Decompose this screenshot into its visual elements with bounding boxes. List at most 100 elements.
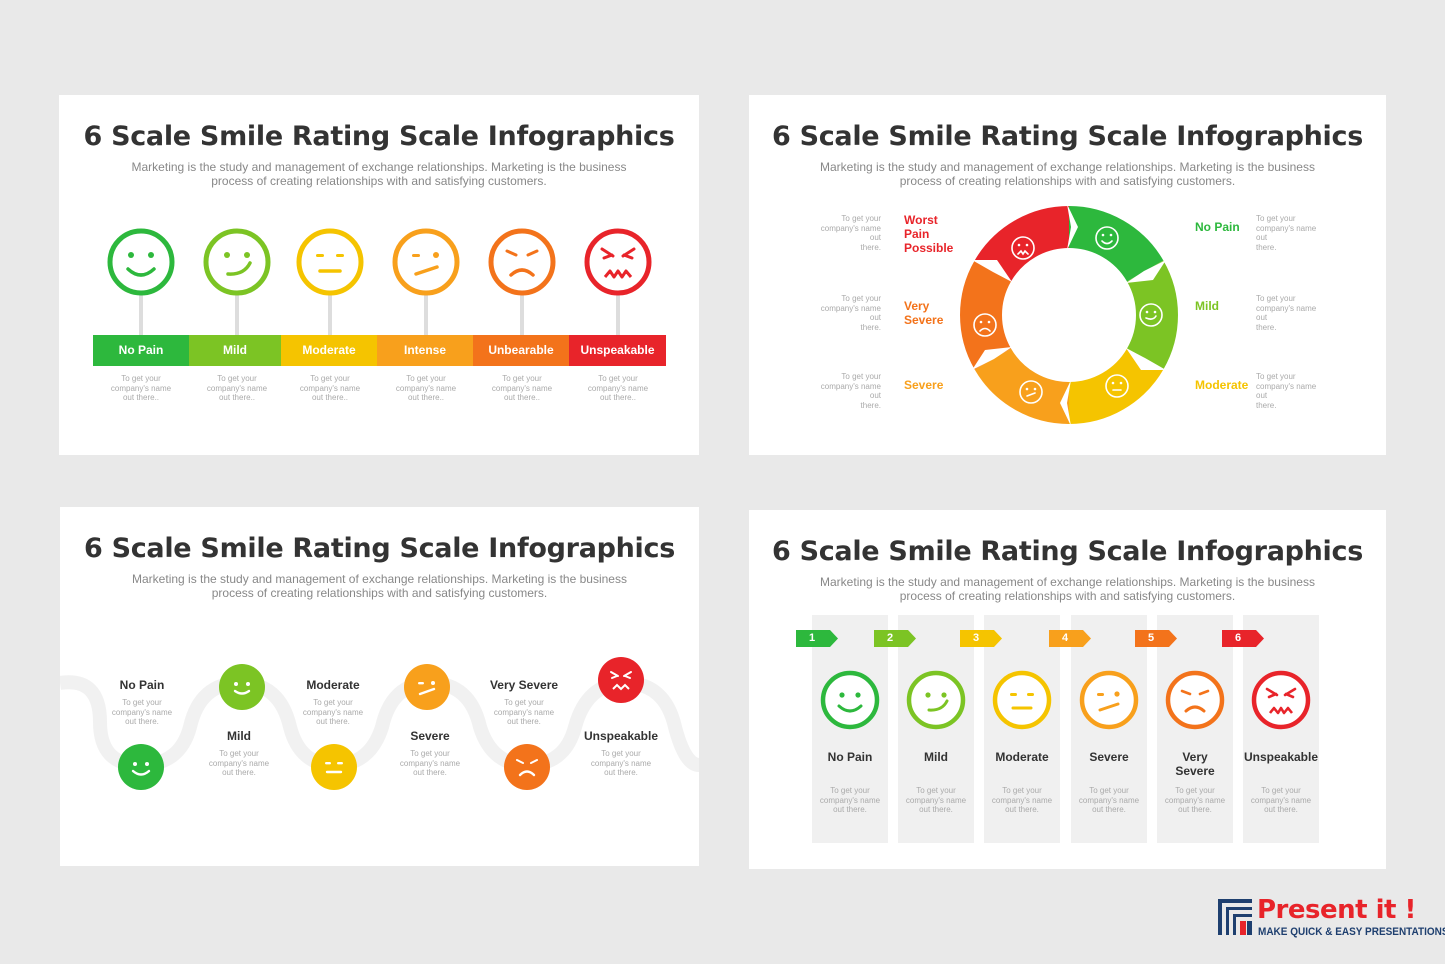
uneasy-face-icon xyxy=(392,228,460,296)
brand-logo: Present it ! MAKE QUICK & EASY PRESENTAT… xyxy=(1216,895,1445,942)
wave-label-very-severe: Very Severe xyxy=(489,678,559,692)
stem xyxy=(424,295,428,335)
column-label-very-severe: Very Severe xyxy=(1175,750,1215,778)
sad-face-icon xyxy=(1165,670,1225,730)
scale-segment-intense: Intense xyxy=(377,335,473,366)
wave-label-moderate: Moderate xyxy=(306,678,360,692)
step-flag xyxy=(1135,630,1177,647)
slide-subtitle: Marketing is the study and management of… xyxy=(820,160,1315,188)
level-note: To get your company's name out there.. xyxy=(299,374,361,402)
sad-face-icon xyxy=(488,228,556,296)
neutral-face-icon xyxy=(311,744,357,790)
ring-label-worst-pain: Worst Pain Possible xyxy=(904,213,954,255)
wave-note: To get your company's name out there. xyxy=(208,749,270,777)
column-note: To get your company's name out there. xyxy=(819,786,881,814)
smirk-face-icon xyxy=(203,228,271,296)
step-flag xyxy=(1049,630,1091,647)
wave-label-no-pain: No Pain xyxy=(119,678,165,692)
ring-label-very-severe: Very Severe xyxy=(904,299,944,327)
column-note: To get your company's name out there. xyxy=(1078,786,1140,814)
level-note: To get your company's name out there.. xyxy=(395,374,457,402)
column-note: To get your company's name out there. xyxy=(1164,786,1226,814)
angry-face-icon xyxy=(598,657,644,703)
stem xyxy=(328,295,332,335)
scale-segment-unspeakable: Unspeakable xyxy=(569,335,666,366)
column-label-no-pain: No Pain xyxy=(827,750,873,764)
wave-label-unspeakable: Unspeakable xyxy=(583,729,659,743)
step-flag xyxy=(1222,630,1264,647)
happy-face-icon xyxy=(107,228,175,296)
ring-note: To get your company's name out there. xyxy=(820,294,881,332)
step-flag xyxy=(960,630,1002,647)
column-note: To get your company's name out there. xyxy=(1250,786,1312,814)
smirk-face-icon xyxy=(906,670,966,730)
ring-note: To get your company's name out there. xyxy=(820,372,881,410)
step-flag xyxy=(874,630,916,647)
smile-face-icon xyxy=(219,664,265,710)
slide-ring-scale: 6 Scale Smile Rating Scale Infographics … xyxy=(749,95,1386,455)
slide-linear-scale: 6 Scale Smile Rating Scale Infographics … xyxy=(59,95,699,455)
angry-face-icon xyxy=(1251,670,1311,730)
presentation-icon xyxy=(1218,899,1252,935)
slide-title: 6 Scale Smile Rating Scale Infographics xyxy=(84,533,675,564)
neutral-face-icon xyxy=(992,670,1052,730)
sad-face-icon xyxy=(504,744,550,790)
ring-label-moderate: Moderate xyxy=(1195,378,1249,392)
step-number: 5 xyxy=(1147,632,1155,644)
ring-label-severe: Severe xyxy=(904,378,944,392)
level-note: To get your company's name out there.. xyxy=(110,374,172,402)
segmented-ring xyxy=(960,204,1178,426)
wave-note: To get your company's name out there. xyxy=(399,749,461,777)
scale-segment-no-pain: No Pain xyxy=(93,335,189,366)
happy-face-icon xyxy=(820,670,880,730)
slide-title: 6 Scale Smile Rating Scale Infographics xyxy=(83,121,675,152)
brand-name: Present it ! xyxy=(1257,895,1416,925)
wave-label-severe: Severe xyxy=(410,729,450,743)
slide-title: 6 Scale Smile Rating Scale Infographics xyxy=(772,536,1363,567)
ring-note: To get your company's name out there. xyxy=(820,214,881,252)
uneasy-face-icon xyxy=(404,664,450,710)
step-number: 3 xyxy=(972,632,980,644)
level-note: To get your company's name out there.. xyxy=(206,374,268,402)
scale-segment-moderate: Moderate xyxy=(281,335,377,366)
wave-note: To get your company's name out there. xyxy=(493,698,555,726)
step-number: 1 xyxy=(808,632,816,644)
column-label-moderate: Moderate xyxy=(995,750,1049,764)
scale-segment-unbearable: Unbearable xyxy=(473,335,569,366)
wave-note: To get your company's name out there. xyxy=(111,698,173,726)
scale-segment-mild: Mild xyxy=(189,335,281,366)
ring-label-mild: Mild xyxy=(1195,299,1219,313)
slide-subtitle: Marketing is the study and management of… xyxy=(820,575,1315,603)
ring-label-no-pain: No Pain xyxy=(1195,220,1240,234)
slide-column-scale: 6 Scale Smile Rating Scale Infographics … xyxy=(749,510,1386,869)
slide-subtitle: Marketing is the study and management of… xyxy=(131,160,627,188)
slide-title: 6 Scale Smile Rating Scale Infographics xyxy=(772,121,1363,152)
wave-note: To get your company's name out there. xyxy=(302,698,364,726)
step-number: 6 xyxy=(1234,632,1242,644)
step-number: 2 xyxy=(886,632,894,644)
slide-wave-scale: 6 Scale Smile Rating Scale Infographics … xyxy=(60,507,699,866)
stem xyxy=(616,295,620,335)
column-label-unspeakable: Unspeakable xyxy=(1243,750,1319,764)
level-note: To get your company's name out there.. xyxy=(491,374,553,402)
ring-note: To get your company's name out there. xyxy=(1256,294,1317,332)
stem xyxy=(139,295,143,335)
wave-note: To get your company's name out there. xyxy=(590,749,652,777)
wave-label-mild: Mild xyxy=(227,729,251,743)
column-label-mild: Mild xyxy=(924,750,948,764)
neutral-face-icon xyxy=(296,228,364,296)
column-note: To get your company's name out there. xyxy=(905,786,967,814)
stem xyxy=(520,295,524,335)
angry-face-icon xyxy=(584,228,652,296)
ring-note: To get your company's name out there. xyxy=(1256,372,1317,410)
step-number: 4 xyxy=(1061,632,1069,644)
step-flag xyxy=(796,630,838,647)
level-note: To get your company's name out there.. xyxy=(587,374,649,402)
slide-subtitle: Marketing is the study and management of… xyxy=(132,572,627,600)
brand-tagline: MAKE QUICK & EASY PRESENTATIONS xyxy=(1258,926,1445,939)
happy-face-icon xyxy=(118,744,164,790)
uneasy-face-icon xyxy=(1079,670,1139,730)
column-note: To get your company's name out there. xyxy=(991,786,1053,814)
column-label-severe: Severe xyxy=(1089,750,1129,764)
stem xyxy=(235,295,239,335)
